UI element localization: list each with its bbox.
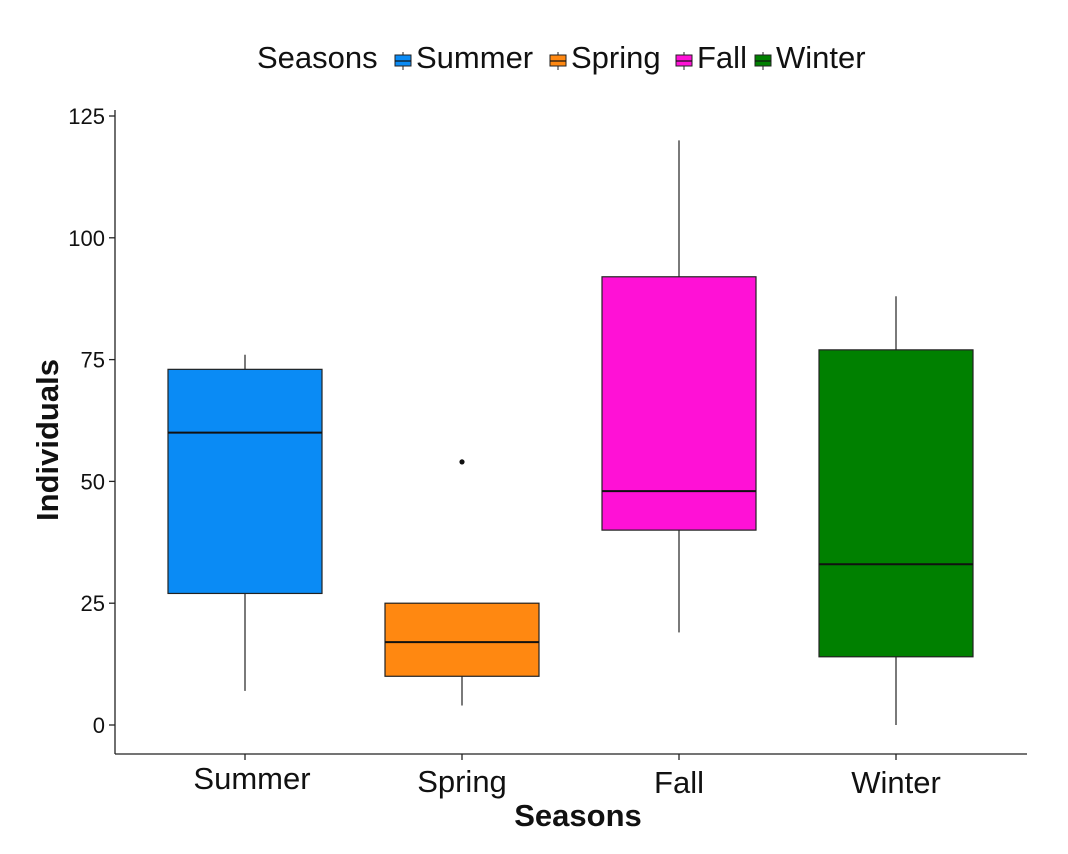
- legend-item-spring: Spring: [549, 40, 661, 75]
- y-tick-label: 75: [81, 348, 105, 373]
- plot-area: [167, 140, 974, 725]
- box-spring: [384, 459, 540, 706]
- legend-item-winter: Winter: [754, 40, 866, 75]
- x-tick-label: Spring: [417, 764, 507, 799]
- box-iqr: [818, 349, 974, 658]
- legend-label: Summer: [416, 40, 533, 75]
- y-tick-label: 25: [81, 591, 105, 616]
- y-tick-label: 125: [68, 104, 105, 129]
- legend-item-summer: Summer: [394, 40, 533, 75]
- legend-label: Spring: [571, 40, 661, 75]
- outlier-point: [459, 459, 465, 465]
- y-tick-label: 50: [81, 469, 105, 494]
- y-tick-label: 0: [93, 713, 105, 738]
- legend: Seasons Summer Spring Fall Winter: [257, 40, 866, 75]
- box-summer: [167, 354, 323, 691]
- box-iqr: [167, 368, 323, 595]
- box-fall: [601, 140, 757, 633]
- x-tick-label: Summer: [193, 761, 310, 796]
- box-iqr: [601, 276, 757, 531]
- x-tick-label: Fall: [654, 765, 704, 800]
- y-axis-title: Individuals: [30, 359, 65, 521]
- y-tick-label: 100: [68, 226, 105, 251]
- axes: 0 25 50 75 100 125 Summer Spring Fall Winter: [68, 104, 1027, 800]
- legend-label: Fall: [697, 40, 747, 75]
- x-tick-label: Winter: [851, 765, 941, 800]
- x-axis-title: Seasons: [514, 798, 642, 833]
- box-iqr: [384, 602, 540, 677]
- legend-item-fall: Fall: [675, 40, 747, 75]
- box-winter: [818, 296, 974, 725]
- legend-title: Seasons: [257, 40, 378, 75]
- legend-label: Winter: [776, 40, 866, 75]
